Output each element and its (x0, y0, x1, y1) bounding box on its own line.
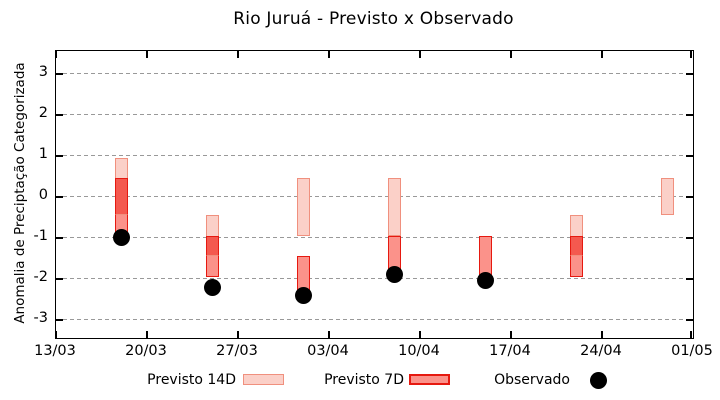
bar-previsto-14d (296, 178, 310, 236)
legend-label-observado: Observado (494, 372, 570, 388)
y-tick-left (56, 277, 63, 280)
x-tick-top (328, 51, 330, 58)
x-tick-bottom (419, 331, 421, 338)
y-tick-left (56, 195, 63, 198)
y-tick-right (686, 72, 693, 75)
x-tick-top (237, 51, 239, 58)
y-tick-label: 2 (38, 104, 48, 121)
y-tick-left (56, 318, 63, 321)
observed-dot (203, 278, 221, 296)
y-tick-left (56, 154, 63, 157)
x-tick-bottom (146, 331, 148, 338)
x-tick-top (510, 51, 512, 58)
bar-overlap-14d-7d (205, 235, 219, 257)
gridline-y1 (56, 155, 693, 157)
x-tick-bottom (328, 331, 330, 338)
x-tick-label: 17/04 (489, 343, 531, 359)
plot-area (55, 50, 694, 339)
x-tick-label: 01/05 (671, 343, 713, 359)
y-tick-right (686, 236, 693, 239)
bar-overlap-14d-7d (569, 235, 583, 257)
y-tick-label: 0 (38, 186, 48, 203)
x-tick-label: 13/03 (34, 343, 76, 359)
observed-dot (294, 286, 312, 304)
observed-dot (385, 266, 403, 284)
y-tick-right (686, 195, 693, 198)
legend-swatch-previsto-7d (409, 374, 450, 385)
x-tick-top (146, 51, 148, 58)
gridline-y3 (56, 73, 693, 75)
x-tick-bottom (237, 331, 239, 338)
x-tick-bottom (690, 331, 692, 338)
x-tick-bottom (55, 331, 57, 338)
y-tick-right (686, 154, 693, 157)
y-tick-label: -3 (33, 309, 48, 326)
bar-previsto-7d (478, 235, 492, 277)
y-tick-right (686, 113, 693, 116)
gridline-y-3 (56, 319, 693, 321)
chart-title: Rio Juruá - Previsto x Observado (233, 9, 514, 29)
x-tick-bottom (601, 331, 603, 338)
gridline-y2 (56, 114, 693, 116)
legend-label-previsto-7d: Previsto 7D (324, 372, 404, 388)
legend-swatch-previsto-14d (243, 374, 284, 385)
observed-dot (476, 272, 494, 290)
legend-label-previsto-14d: Previsto 14D (147, 372, 236, 388)
x-tick-label: 03/04 (307, 343, 349, 359)
y-tick-label: -2 (33, 268, 48, 285)
x-tick-top (55, 51, 57, 58)
legend-swatch-observado-dot (590, 372, 607, 389)
y-tick-label: 1 (38, 145, 48, 162)
x-tick-label: 24/04 (580, 343, 622, 359)
x-tick-top (601, 51, 603, 58)
x-tick-bottom (510, 331, 512, 338)
y-tick-right (686, 318, 693, 321)
x-tick-label: 27/03 (216, 343, 258, 359)
bar-previsto-14d (387, 178, 401, 236)
y-tick-label: -1 (33, 227, 48, 244)
y-tick-left (56, 72, 63, 75)
y-tick-right (686, 277, 693, 280)
gridline-y-2 (56, 278, 693, 280)
gridline-y-1 (56, 237, 693, 239)
x-tick-label: 20/03 (125, 343, 167, 359)
y-tick-left (56, 113, 63, 116)
x-tick-label: 10/04 (398, 343, 440, 359)
x-tick-top (690, 51, 692, 58)
x-tick-top (419, 51, 421, 58)
gridline-y0 (56, 196, 693, 198)
observed-dot (112, 229, 130, 247)
y-tick-left (56, 236, 63, 239)
bar-previsto-14d (660, 178, 674, 216)
y-tick-label: 3 (38, 63, 48, 80)
bar-overlap-14d-7d (114, 178, 128, 216)
